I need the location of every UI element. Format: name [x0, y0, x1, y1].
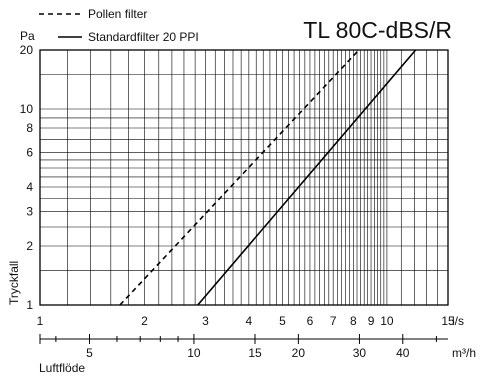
x2-tick-label: 10: [187, 346, 201, 360]
x-tick-label: 1: [37, 314, 44, 328]
chart-title: TL 80C-dBS/R: [303, 17, 452, 43]
y-tick-label: 20: [20, 43, 34, 57]
y-tick-label: 4: [26, 180, 33, 194]
x2-tick-label: 15: [248, 346, 262, 360]
x2-axis: 5 10 15 20 30 40: [39, 334, 448, 360]
y-tick-label: 2: [26, 239, 33, 253]
x2-axis-label: Luftflöde: [39, 361, 85, 375]
series-layer: [119, 49, 417, 306]
y-tick-label: 6: [26, 145, 33, 159]
x-tick-label: 6: [307, 314, 314, 328]
y-tick-label: 3: [26, 204, 33, 218]
series-line-standardfilter: [197, 49, 417, 306]
x2-tick-label: 40: [396, 346, 410, 360]
x-tick-label: 3: [202, 314, 209, 328]
x2-tick-label: 20: [292, 346, 306, 360]
x-tick-label: 7: [330, 314, 337, 328]
x2-tick-label: 30: [353, 346, 367, 360]
y-tick-label: 10: [20, 102, 34, 116]
x-axis-unit: l/s: [452, 314, 464, 328]
x-tick-label: 8: [350, 314, 357, 328]
x-tick-label: 4: [246, 314, 253, 328]
y-tick-label: 1: [26, 298, 33, 312]
x-tick-label: 15: [441, 314, 455, 328]
x-tick-label: 9: [368, 314, 375, 328]
y-tick-labels: 1 2 3 4 6 8 10 20: [20, 43, 34, 312]
x2-tick-label: 5: [86, 346, 93, 360]
series-line-pollen-filter: [119, 49, 360, 306]
y-axis-unit: Pa: [20, 29, 35, 43]
x-tick-labels: 1 2 3 4 5 6 7 8 9 10 15: [37, 314, 455, 328]
y-tick-label: 8: [26, 121, 33, 135]
x-tick-label: 5: [279, 314, 286, 328]
plot-frame: [39, 49, 449, 306]
legend-label-standard: Standardfilter 20 PPI: [88, 30, 199, 44]
x2-axis-unit: m³/h: [452, 346, 476, 360]
x-tick-label: 10: [380, 314, 394, 328]
grid: [39, 49, 449, 306]
legend-label-pollen: Pollen filter: [88, 7, 147, 21]
x-tick-label: 2: [141, 314, 148, 328]
y-axis-label: Tryckfall: [7, 261, 21, 305]
